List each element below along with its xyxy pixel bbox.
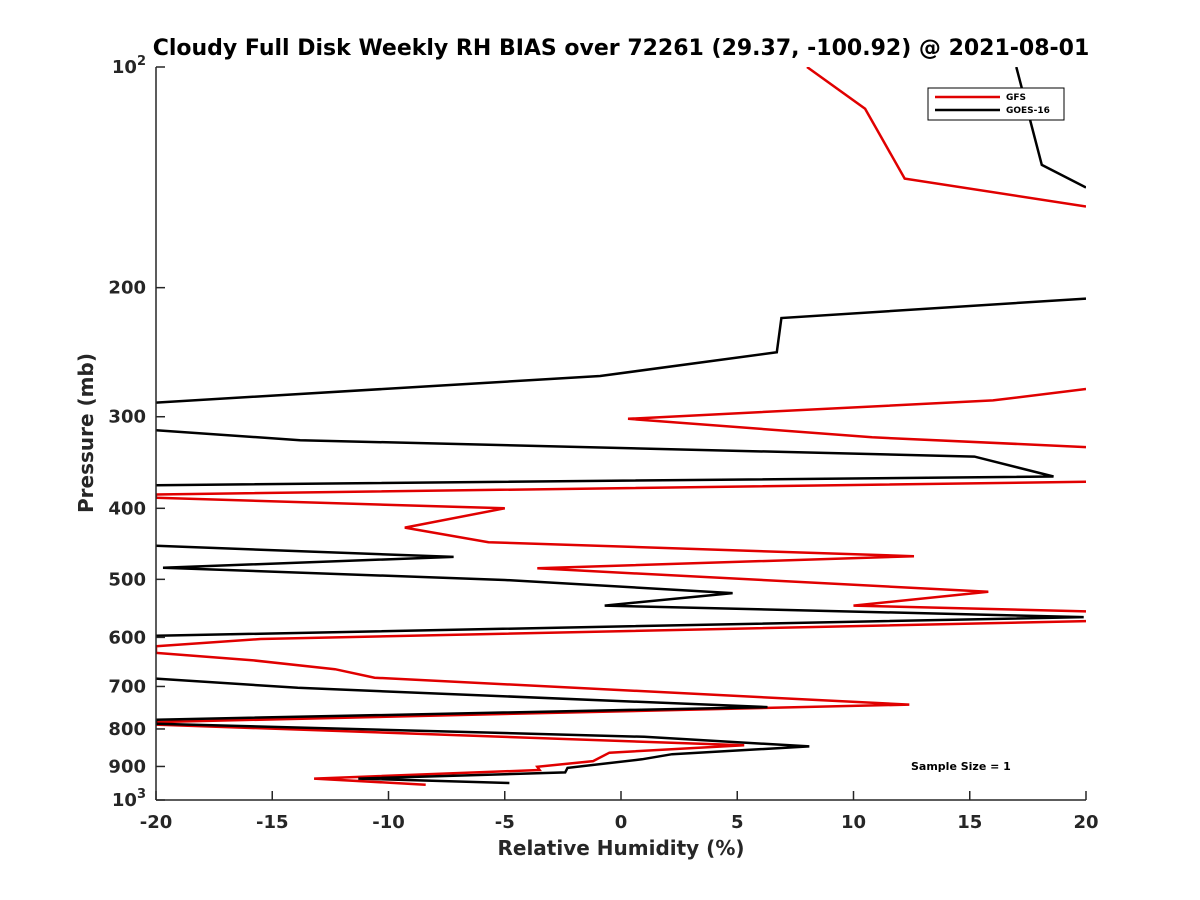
x-tick-label: 15 (957, 812, 982, 833)
legend-box (927, 87, 1065, 121)
chart-title: Cloudy Full Disk Weekly RH BIAS over 722… (153, 36, 1090, 61)
sample-size-annotation: Sample Size = 1 (911, 760, 1011, 773)
series-line-gfs-1 (627, 387, 1086, 449)
plot-area (156, 67, 1086, 800)
legend-label-gfs: GFS (1006, 93, 1026, 103)
y-tick-label: 103 (112, 787, 146, 811)
legend-label-goes16: GOES-16 (1006, 106, 1050, 116)
y-tick-label: 300 (108, 407, 146, 428)
y-tick-label: 200 (108, 278, 146, 299)
series-line-gfs-2 (156, 480, 1086, 613)
x-axis-label: Relative Humidity (%) (497, 836, 744, 860)
y-axis-label: Pressure (mb) (74, 353, 98, 513)
series-layer (156, 67, 1086, 786)
series-line-goes16-1 (156, 297, 1086, 404)
y-tick-label: 900 (108, 756, 146, 777)
series-line-gfs-0 (806, 67, 1086, 208)
x-tick-label: 10 (841, 812, 866, 833)
series-line-goes16-2 (156, 428, 1054, 487)
y-tick-label: 400 (108, 498, 146, 519)
y-tick-label: 700 (108, 676, 146, 697)
plot-background (156, 67, 1086, 800)
x-tick-label: -20 (140, 812, 173, 833)
x-tick-label: 0 (615, 812, 628, 833)
x-tick-label: 5 (731, 812, 744, 833)
series-line-gfs-3 (156, 619, 1086, 786)
y-tick-label: 102 (112, 54, 146, 78)
x-tick-label: 20 (1073, 812, 1098, 833)
x-tick-label: -5 (495, 812, 515, 833)
y-tick-label: 800 (108, 719, 146, 740)
series-line-goes16-4 (156, 677, 810, 785)
series-line-goes16-3 (156, 544, 1084, 638)
x-tick-label: -15 (256, 812, 289, 833)
legend: GFS GOES-16 (927, 87, 1065, 121)
x-tick-label: -10 (372, 812, 405, 833)
y-tick-label: 600 (108, 627, 146, 648)
y-tick-label: 500 (108, 569, 146, 590)
